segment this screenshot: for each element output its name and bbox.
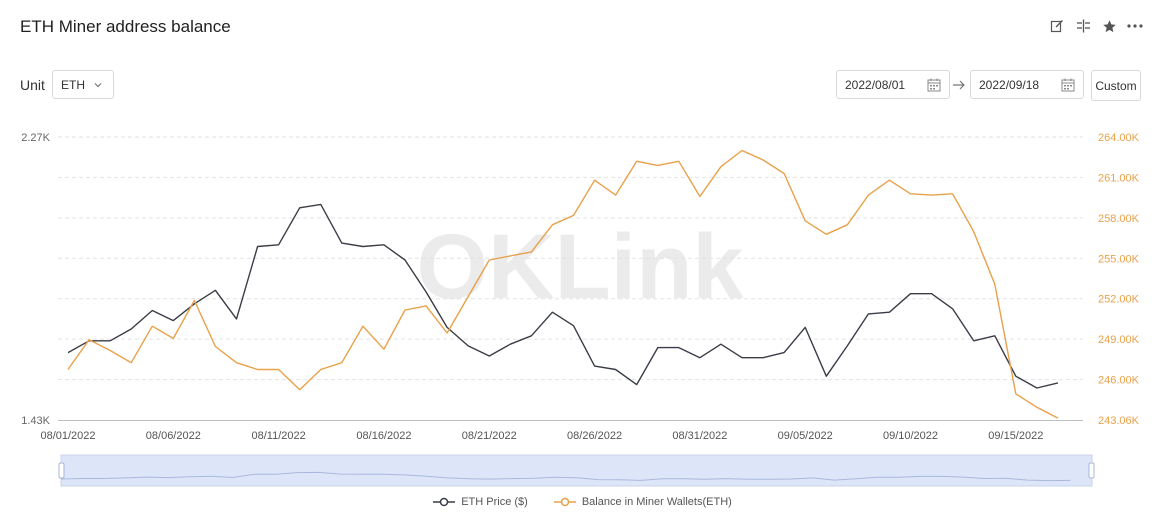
date-from-value: 2022/08/01 xyxy=(845,77,906,92)
slider-handle-right xyxy=(1088,462,1095,479)
y-right-tick-label: 243.06K xyxy=(1098,415,1140,427)
legend: ETH Price ($) Balance in Miner Wallets(E… xyxy=(0,496,1165,508)
split-icon[interactable] xyxy=(1075,18,1091,34)
x-tick-label: 08/01/2022 xyxy=(40,430,95,442)
legend-swatch-eth-price xyxy=(433,497,456,507)
y-left-tick-label: 2.27K xyxy=(21,132,50,144)
toolbar xyxy=(1049,18,1143,34)
edit-icon[interactable] xyxy=(1049,18,1065,34)
x-tick-label: 08/21/2022 xyxy=(462,430,517,442)
calendar-icon xyxy=(927,78,941,95)
unit-select[interactable]: ETH xyxy=(52,70,114,99)
range-slider[interactable] xyxy=(58,454,1095,487)
calendar-icon xyxy=(1061,78,1075,95)
y-right-tick-label: 249.00K xyxy=(1098,334,1140,346)
unit-label: Unit xyxy=(20,77,45,93)
series-line-eth-price xyxy=(67,203,1059,389)
date-to-input[interactable]: 2022/09/18 xyxy=(970,70,1084,99)
legend-label-eth-price: ETH Price ($) xyxy=(461,496,528,508)
x-tick-label: 08/26/2022 xyxy=(567,430,622,442)
date-to-value: 2022/09/18 xyxy=(979,77,1040,92)
series-line-miner-balance xyxy=(67,149,1059,419)
y-left-tick-label: 1.43K xyxy=(21,415,50,427)
chevron-down-icon xyxy=(93,79,103,93)
legend-swatch-balance xyxy=(553,497,576,507)
date-from-input[interactable]: 2022/08/01 xyxy=(836,70,950,99)
legend-item-balance[interactable]: Balance in Miner Wallets(ETH) xyxy=(553,496,732,508)
y-right-tick-label: 246.00K xyxy=(1098,375,1140,387)
legend-item-eth-price[interactable]: ETH Price ($) xyxy=(433,496,528,508)
slider-preview-line xyxy=(60,471,1071,482)
x-tick-label: 09/05/2022 xyxy=(778,430,833,442)
y-right-tick-label: 264.00K xyxy=(1098,132,1140,144)
more-icon[interactable] xyxy=(1127,18,1143,34)
slider-handle-left xyxy=(58,462,65,479)
x-tick-label: 08/31/2022 xyxy=(672,430,727,442)
y-right-tick-label: 261.00K xyxy=(1098,172,1140,184)
y-right-tick-label: 252.00K xyxy=(1098,294,1140,306)
arrow-right-icon xyxy=(952,78,966,96)
y-right-tick-label: 258.00K xyxy=(1098,213,1140,225)
x-tick-label: 08/11/2022 xyxy=(252,430,306,442)
x-tick-label: 09/10/2022 xyxy=(883,430,938,442)
watermark-text: OKLink xyxy=(416,216,744,318)
star-icon[interactable] xyxy=(1101,18,1117,34)
custom-button[interactable]: Custom xyxy=(1091,70,1141,101)
chart-title: ETH Miner address balance xyxy=(20,17,231,36)
unit-select-value: ETH xyxy=(61,77,85,92)
x-tick-label: 08/16/2022 xyxy=(356,430,411,442)
legend-label-balance: Balance in Miner Wallets(ETH) xyxy=(581,496,732,508)
y-right-tick-label: 255.00K xyxy=(1098,253,1140,265)
x-tick-label: 09/15/2022 xyxy=(988,430,1043,442)
x-tick-label: 08/06/2022 xyxy=(146,430,201,442)
slider-track xyxy=(60,454,1093,487)
